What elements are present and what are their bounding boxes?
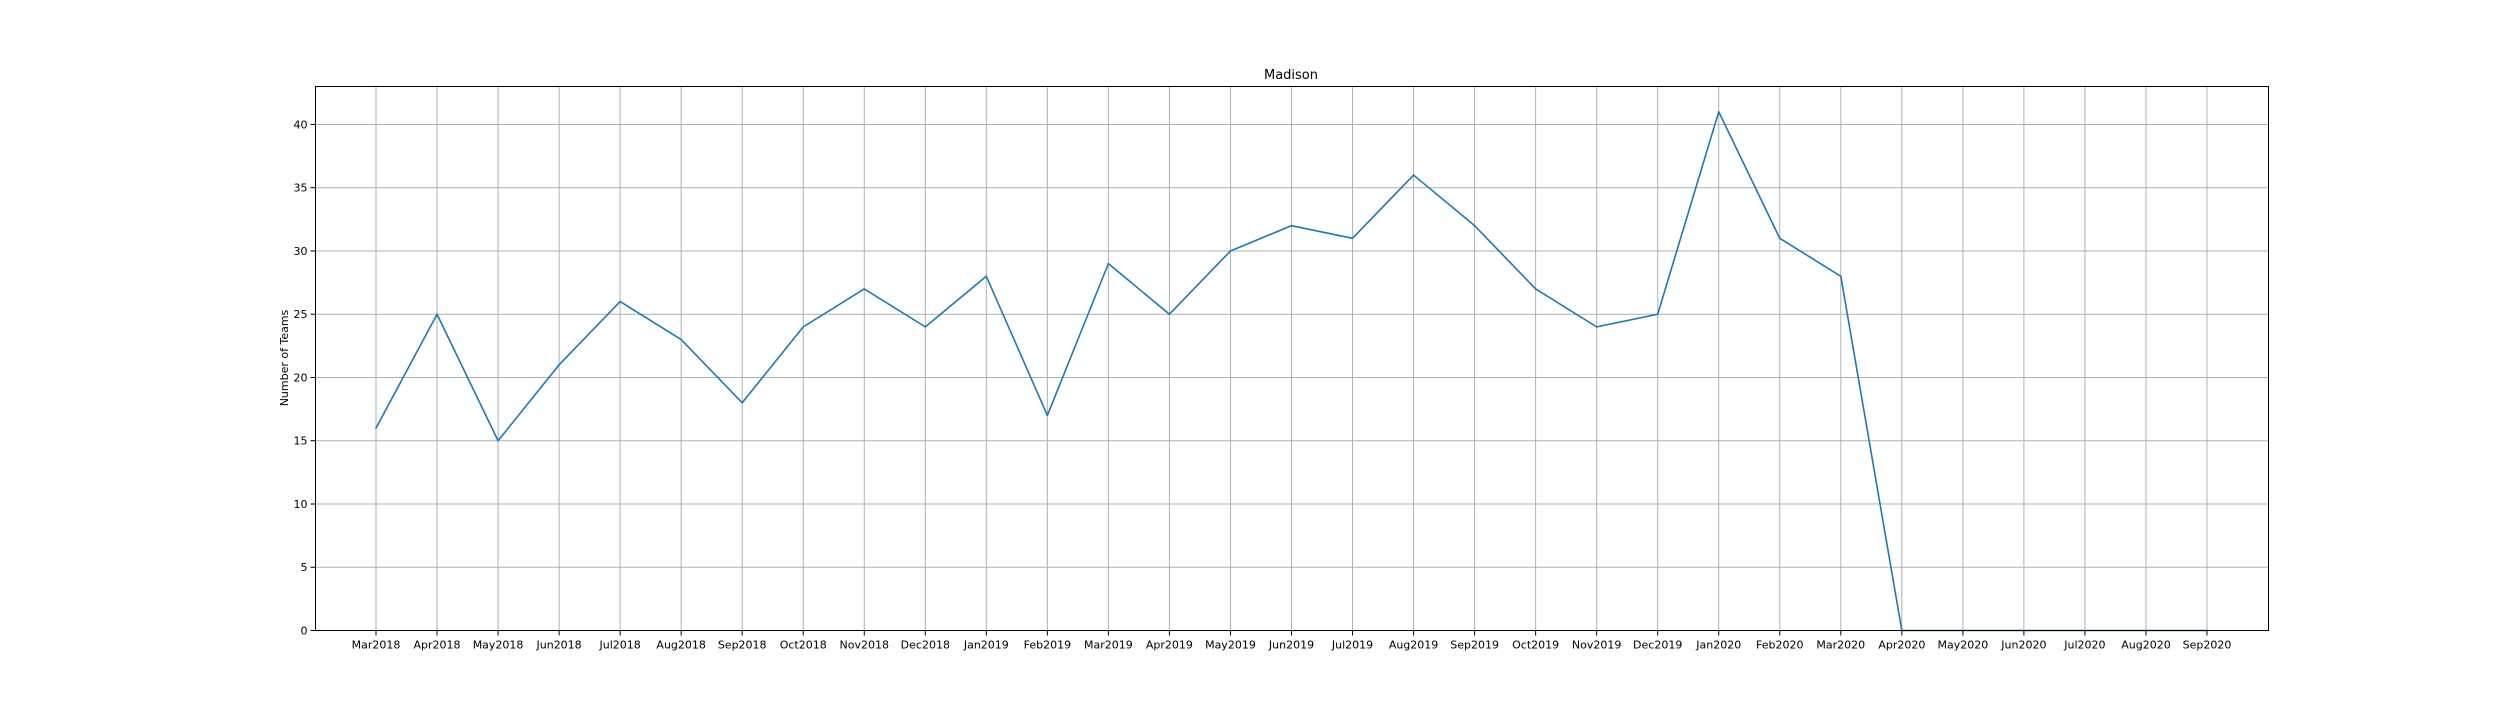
data-point — [619, 300, 621, 303]
data-point — [1107, 262, 1110, 265]
y-tick-label: 40 — [294, 118, 308, 131]
x-tick-label: May2020 — [1937, 639, 1988, 652]
data-point — [1046, 414, 1049, 417]
x-tick-label: Apr2020 — [1878, 639, 1925, 652]
x-tick-label: Jan2020 — [1695, 639, 1741, 652]
x-tick-label: Jul2019 — [1331, 639, 1373, 652]
x-tick-label: Sep2020 — [2183, 639, 2232, 652]
x-tick-label: Aug2019 — [1389, 639, 1438, 652]
x-tick-label: Apr2019 — [1146, 639, 1193, 652]
x-tick-label: Sep2018 — [718, 639, 767, 652]
y-tick-label: 5 — [301, 561, 308, 574]
data-point — [1168, 313, 1171, 316]
data-point — [1412, 174, 1415, 176]
data-point — [1840, 275, 1842, 278]
y-tick-label: 30 — [294, 245, 308, 258]
x-tick-label: Jun2019 — [1268, 639, 1314, 652]
x-tick-label: Mar2020 — [1816, 639, 1865, 652]
data-point — [375, 427, 377, 429]
x-tick-label: Sep2019 — [1450, 639, 1499, 652]
data-point — [985, 275, 988, 278]
x-tick-label: Nov2018 — [840, 639, 889, 652]
data-point — [1656, 313, 1659, 316]
x-tick-label: Dec2018 — [901, 639, 950, 652]
x-tick-label: Mar2019 — [1084, 639, 1133, 652]
grid — [315, 86, 2269, 631]
x-tick-label: Oct2018 — [780, 639, 827, 652]
x-tick-label: Oct2019 — [1512, 639, 1559, 652]
data-point — [1717, 111, 1720, 113]
data-point — [741, 401, 743, 404]
data-point — [558, 364, 560, 366]
data-point — [497, 439, 499, 442]
y-tick-label: 35 — [294, 182, 308, 195]
data-point — [1595, 326, 1598, 328]
x-tick-label: Aug2018 — [656, 639, 705, 652]
data-point — [1534, 288, 1537, 290]
x-tick-label: Jun2018 — [536, 639, 582, 652]
ticks: Mar2018 Apr2018 May2018 Jun2018 Jul2018 Aug20… — [294, 118, 2232, 651]
data-point — [680, 338, 682, 341]
data-point — [1778, 237, 1781, 240]
x-tick-label: Aug2020 — [2121, 639, 2170, 652]
y-tick-label: 20 — [294, 371, 308, 384]
data-point — [436, 313, 438, 316]
x-tick-label: Mar2018 — [352, 639, 401, 652]
y-tick-label: 25 — [294, 308, 308, 321]
x-tick-label: Jul2020 — [2063, 639, 2105, 652]
data-point — [1290, 224, 1293, 227]
y-tick-label: 15 — [294, 435, 308, 448]
chart-title: Madison — [1264, 68, 1318, 83]
x-tick-label: May2019 — [1205, 639, 1256, 652]
data-point — [924, 326, 927, 328]
x-tick-label: Feb2019 — [1024, 639, 1071, 652]
data-point — [1351, 237, 1354, 240]
y-axis-label: Number of Teams — [278, 309, 291, 406]
y-tick-label: 10 — [294, 498, 308, 511]
data-point — [802, 326, 805, 328]
y-tick-label: 0 — [301, 625, 308, 638]
data-point — [863, 288, 866, 290]
x-tick-label: Dec2019 — [1633, 639, 1682, 652]
x-tick-label: Nov2019 — [1572, 639, 1621, 652]
data-point — [1229, 250, 1232, 252]
data-point — [1473, 224, 1476, 227]
x-tick-label: Feb2020 — [1756, 639, 1803, 652]
x-tick-label: Apr2018 — [414, 639, 461, 652]
x-tick-label: Jun2020 — [2000, 639, 2046, 652]
x-tick-label: May2018 — [473, 639, 524, 652]
x-tick-label: Jan2019 — [963, 639, 1009, 652]
x-tick-label: Jul2018 — [598, 639, 640, 652]
